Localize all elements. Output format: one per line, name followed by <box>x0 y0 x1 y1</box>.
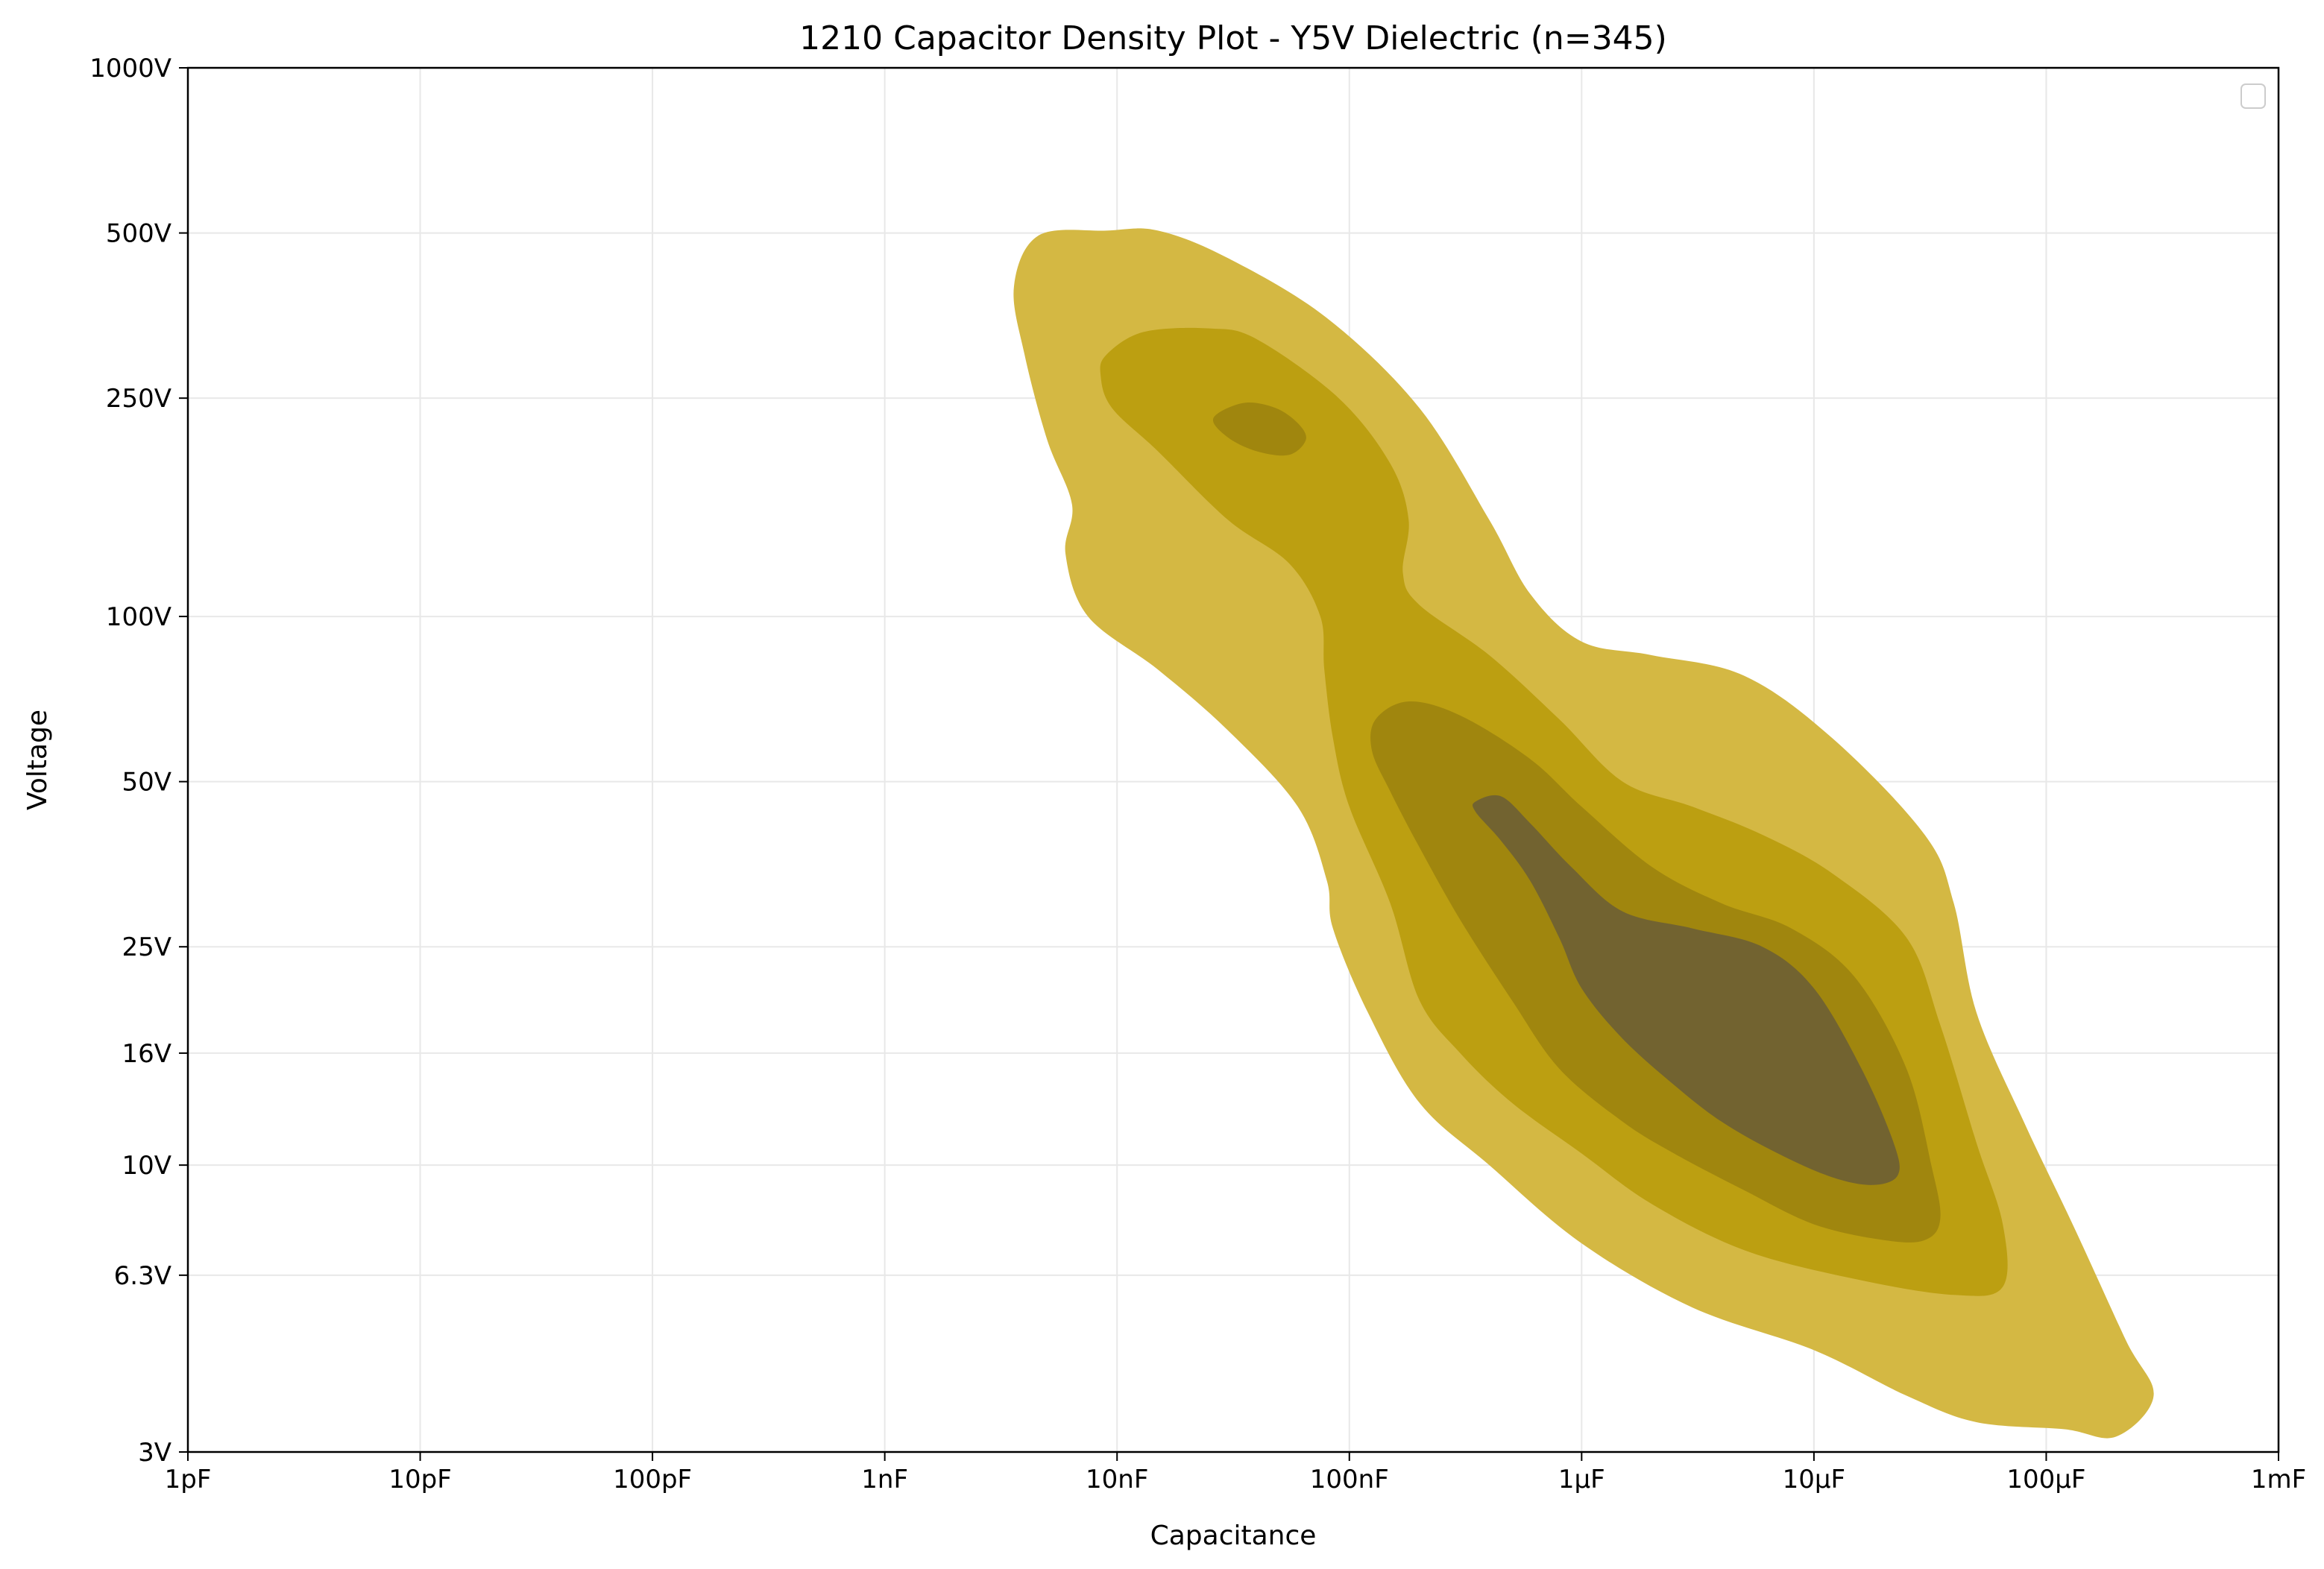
chart-title: 1210 Capacitor Density Plot - Y5V Dielec… <box>799 19 1667 57</box>
y-axis-label: Voltage <box>22 710 53 810</box>
x-tick-label: 100nF <box>1310 1465 1389 1494</box>
y-tick-label: 3V <box>138 1438 171 1468</box>
y-tick-label: 50V <box>122 768 171 798</box>
x-tick-label: 1pF <box>165 1465 212 1494</box>
y-tick-label: 250V <box>106 384 171 414</box>
y-tick-label: 10V <box>122 1151 171 1181</box>
contours <box>1013 228 2154 1439</box>
x-tick-label: 10pF <box>388 1465 451 1494</box>
x-axis-ticks: 1pF 10pF 100pF 1nF 10nF 100nF 1µF 10µF 100µF 1mF <box>165 1452 2306 1494</box>
y-tick-label: 25V <box>122 932 171 962</box>
y-tick-label: 500V <box>106 219 171 249</box>
x-tick-label: 1nF <box>861 1465 908 1494</box>
density-contour-level-4 <box>1473 795 1900 1185</box>
plot-frame <box>186 66 2280 1453</box>
y-tick-label: 1000V <box>89 54 171 83</box>
y-tick-label: 100V <box>106 602 171 632</box>
y-tick-label: 16V <box>122 1039 171 1069</box>
legend-box <box>2240 83 2266 109</box>
x-tick-label: 1µF <box>1558 1465 1605 1494</box>
x-tick-label: 10nF <box>1086 1465 1148 1494</box>
x-tick-label: 100pF <box>613 1465 692 1494</box>
y-tick-label: 6.3V <box>114 1261 171 1291</box>
x-axis-label: Capacitance <box>1150 1521 1317 1551</box>
x-tick-label: 10µF <box>1783 1465 1845 1494</box>
density-contour-level-5 <box>1212 402 1306 456</box>
y-axis-ticks: 3V 6.3V 10V 16V 25V 50V 100V 250V 500V 1000V <box>89 54 188 1468</box>
x-tick-label: 1mF <box>2251 1465 2306 1494</box>
x-tick-label: 100µF <box>2006 1465 2085 1494</box>
